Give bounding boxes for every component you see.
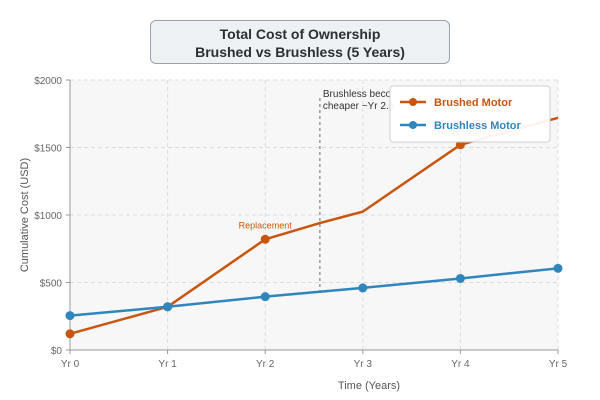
data-point (260, 234, 270, 244)
series-line-1 (69, 267, 559, 317)
replacement-annotation: Replacement (239, 220, 293, 230)
data-point (455, 140, 465, 150)
y-tick-label: $1000 (34, 211, 62, 222)
y-tick-label: $500 (40, 279, 63, 290)
x-tick-label: Yr 2 (256, 359, 275, 370)
data-point (65, 329, 75, 339)
series-layer (65, 116, 563, 339)
x-tick-label: Yr 5 (549, 359, 568, 370)
y-tick-label: $2000 (34, 76, 62, 87)
y-axis-label: Cumulative Cost (USD) (19, 158, 31, 272)
breakeven-label-line1: Brushless beco (323, 89, 392, 100)
breakeven-label-line2: cheaper ~Yr 2.5 (323, 101, 395, 112)
y-tick-label: $1500 (34, 144, 62, 155)
data-point (455, 273, 465, 283)
x-tick-label: Yr 4 (451, 359, 470, 370)
legend-entry: Brushed Motor (434, 97, 513, 109)
legend-entry: Brushless Motor (434, 120, 522, 132)
data-point (163, 302, 173, 312)
chart-title-box: Total Cost of Ownership Brushed vs Brush… (150, 20, 450, 64)
data-point (553, 263, 563, 273)
legend-box (389, 85, 551, 143)
data-point (260, 292, 270, 302)
x-tick-label: Yr 3 (354, 359, 373, 370)
axis-layer: $0 $500 $1000 $1500 $2000 Yr 0 Yr 1 Yr 2 Yr 3 Yr … (34, 76, 567, 370)
x-axis-label: Time (Years) (338, 380, 400, 392)
legend-swatch-marker (409, 98, 417, 106)
legend: Brushed Motor Brushless Motor (389, 85, 551, 143)
x-tick-label: Yr 1 (158, 359, 177, 370)
chart-title-line1: Total Cost of Ownership (219, 26, 381, 42)
y-tick-label: $0 (51, 346, 63, 357)
x-tick-label: Yr 0 (61, 359, 80, 370)
data-point (65, 311, 75, 321)
data-point (358, 283, 368, 293)
chart-title-line2: Brushed vs Brushless (5 Years) (195, 44, 405, 60)
legend-swatch-marker (409, 121, 417, 129)
